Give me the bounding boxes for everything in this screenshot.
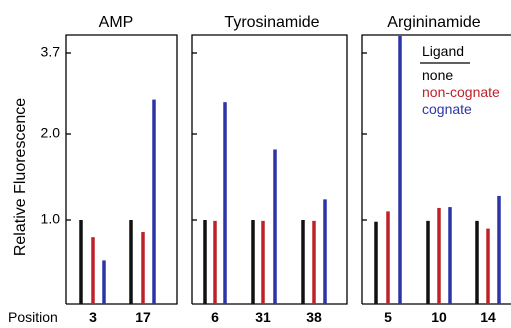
y-axis-label: Relative Fluorescence: [12, 98, 29, 256]
bar-cognate: [323, 199, 327, 304]
x-tick-label: 5: [384, 309, 392, 325]
bar-non-cognate: [213, 220, 217, 304]
bar-non-cognate: [91, 237, 95, 304]
y-tick-label: 3.7: [41, 44, 61, 60]
x-tick-label: 31: [255, 309, 271, 325]
x-tick-label: 38: [306, 309, 322, 325]
bar-non-cognate: [486, 228, 490, 304]
bar-non-cognate: [141, 232, 145, 304]
bar-non-cognate: [312, 220, 316, 304]
panel-frame: [361, 34, 511, 305]
bar-none: [79, 220, 83, 304]
bar-cognate: [448, 207, 452, 304]
bar-cognate: [152, 99, 156, 304]
x-axis-label: Position: [8, 309, 58, 325]
x-tick-label: 17: [135, 309, 151, 325]
y-tick-label: 2.0: [41, 125, 61, 141]
bar-none: [251, 220, 255, 304]
panels-layer: 3 17 6 31 38 5 10 14: [65, 34, 511, 325]
bar-none: [426, 220, 430, 304]
legend-title: Ligand: [422, 43, 464, 59]
legend-entry-non-cognate: non-cognate: [422, 84, 500, 100]
bar-non-cognate: [437, 207, 441, 304]
x-tick-label: 6: [211, 309, 219, 325]
x-tick-label: 3: [89, 309, 97, 325]
bar-none: [301, 220, 305, 304]
bar-none: [374, 221, 378, 304]
bar-cognate: [273, 149, 277, 304]
bar-non-cognate: [386, 211, 390, 304]
bar-cognate: [223, 102, 227, 305]
panel-frame: [191, 34, 348, 305]
x-tick-label: 10: [431, 309, 447, 325]
y-tick-label: 1.0: [41, 211, 61, 227]
bar-cognate: [102, 260, 106, 304]
legend-entry-none: none: [422, 67, 453, 83]
panel-frame: [65, 34, 178, 305]
bar-non-cognate: [261, 220, 265, 304]
bar-cognate: [398, 36, 402, 304]
panel-title-amp: AMP: [99, 14, 134, 31]
x-tick-label: 14: [480, 309, 496, 325]
bar-none: [475, 220, 479, 304]
panel-title-argininamide: Argininamide: [387, 14, 480, 31]
bar-none: [129, 220, 133, 304]
legend-entry-cognate: cognate: [422, 101, 472, 117]
bar-none: [203, 220, 207, 304]
bar-cognate: [497, 195, 501, 304]
panel-title-tyrosinamide: Tyrosinamide: [224, 14, 319, 31]
